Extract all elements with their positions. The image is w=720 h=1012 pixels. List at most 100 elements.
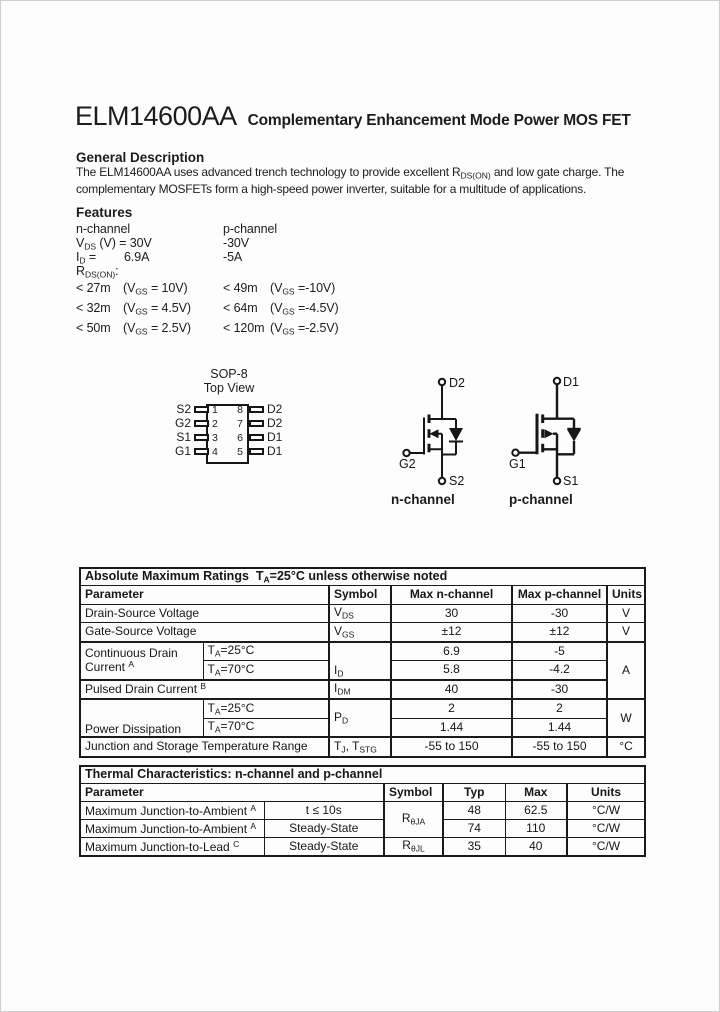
rdson-row: < 50m (VGS = 2.5V) < 120m (VGS =-2.5V) — [76, 318, 339, 338]
units-cell: °C/W — [565, 819, 646, 838]
table-header-row: Parameter Symbol Typ Max Units — [79, 783, 646, 802]
body-diode — [567, 430, 581, 442]
feature-line-vds: VDS (V) = 30V -30V — [76, 236, 339, 252]
terminal-label-source: S1 — [563, 474, 578, 488]
units-cell: °C — [605, 736, 646, 757]
general-description-heading: General Description — [76, 150, 205, 165]
terminal-label-gate: G1 — [509, 457, 526, 471]
header-symbol: Symbol — [328, 585, 392, 605]
terminal-label-gate: G2 — [399, 457, 416, 471]
n-channel-column-header: n-channel — [76, 222, 131, 236]
condition-cell: TA=25°C — [202, 698, 330, 719]
max-cell: 110 — [504, 819, 568, 838]
value-cell-p: 2 — [511, 698, 608, 719]
symbol-cell: TJ, TSTG — [328, 736, 392, 757]
description-text: and low gate charge. The complementary M… — [76, 165, 625, 196]
package-view-label: Top View — [203, 381, 255, 395]
pin-stub — [194, 420, 209, 427]
terminal-label-source: S2 — [449, 474, 464, 488]
param-cell: Continuous Drain Current A — [79, 640, 204, 680]
value-cell-p: -4.2 — [511, 660, 608, 680]
units-cell: °C/W — [565, 837, 646, 857]
param-cell: Maximum Junction-to-Ambient A — [79, 801, 265, 820]
value-cell-n: ±12 — [390, 622, 513, 642]
general-description-text: The ELM14600AA uses advanced trench tech… — [76, 165, 638, 197]
value-cell-n: 1.44 — [390, 717, 513, 738]
pin-label: D1 — [267, 444, 283, 458]
symbol-cell: PD — [328, 698, 392, 738]
param-cell: Gate-Source Voltage — [79, 622, 330, 642]
rdson-subscript: DS(ON) — [460, 170, 491, 181]
rdson-n-condition: (VGS = 2.5V) — [123, 321, 191, 337]
rdson-n-condition: (VGS = 10V) — [123, 281, 188, 297]
value-cell-p: 1.44 — [511, 717, 608, 738]
table-header-row: Parameter Symbol Max n-channel Max p-cha… — [79, 585, 646, 605]
features-heading: Features — [76, 205, 133, 220]
pin-number: 4 — [212, 446, 218, 458]
rdson-p-condition: (VGS =-10V) — [270, 281, 336, 297]
body-diode — [449, 428, 463, 441]
rdson-p-value: < 120m — [223, 321, 265, 335]
pin-label: D2 — [267, 402, 283, 416]
units-cell: V — [605, 622, 646, 642]
pin-label: G1 — [174, 444, 191, 458]
schematic-n-channel: D2 G2 S2 n-channel — [389, 371, 484, 511]
value-cell-p: -5 — [511, 640, 608, 661]
value-cell-n: 5.8 — [390, 660, 513, 680]
id-spec: ID = — [76, 250, 97, 266]
param-cell: Pulsed Drain Current B — [79, 678, 330, 700]
pin-number: 2 — [212, 418, 218, 430]
max-cell: 40 — [504, 837, 568, 857]
value-cell-p: -55 to 150 — [511, 736, 608, 757]
param-cell: Junction and Storage Temperature Range — [79, 736, 330, 757]
schematic-p-channel: D1 G1 S1 p-channel — [501, 371, 596, 511]
condition-cell: Steady-State — [263, 819, 385, 838]
channel-caption: n-channel — [391, 492, 455, 507]
value-cell-n: 2 — [390, 698, 513, 719]
symbol-cell: VGS — [328, 622, 392, 642]
header-typ: Typ — [442, 783, 506, 802]
channel-arrow — [429, 429, 439, 439]
units-cell: W — [605, 698, 646, 738]
pin-label: D2 — [267, 416, 283, 430]
units-cell: V — [605, 603, 646, 623]
header-max: Max — [504, 783, 568, 802]
vds-p-value: -30V — [223, 236, 250, 250]
pin-label: S1 — [176, 430, 191, 444]
symbol-cell: RθJL — [383, 837, 444, 857]
header-parameter: Parameter — [79, 783, 385, 802]
rdson-row: < 27m (VGS = 10V) < 49m (VGS =-10V) — [76, 278, 339, 298]
pin-stub — [249, 448, 264, 455]
param-cell: Drain-Source Voltage — [79, 603, 330, 623]
symbol-cell: IDM — [328, 678, 392, 700]
pin-stub — [249, 434, 264, 441]
table-row-pd-25c: Power Dissipation TA=25°C PD 2 2 W — [79, 698, 646, 738]
header-max-p-channel: Max p-channel — [511, 585, 608, 605]
terminal-label-drain: D2 — [449, 376, 465, 390]
rdson-p-condition: (VGS =-4.5V) — [270, 301, 339, 317]
value-cell-p: ±12 — [511, 622, 608, 642]
header-symbol: Symbol — [383, 783, 444, 802]
page-title: ELM14600AA — [75, 101, 237, 131]
table-title: Absolute Maximum Ratings TA=25°C unless … — [79, 567, 646, 586]
table-row-rja-pulse: Maximum Junction-to-Ambient A t ≤ 10s Rθ… — [79, 801, 646, 838]
table-title-row: Absolute Maximum Ratings TA=25°C unless … — [79, 567, 646, 586]
feature-line-rdson: RDS(ON): — [76, 264, 339, 280]
value-cell-n: 40 — [390, 678, 513, 700]
table-row-vds: Drain-Source Voltage VDS 30 -30 V — [79, 603, 646, 623]
symbol-cell: VDS — [328, 603, 392, 623]
table-title-row: Thermal Characteristics: n-channel and p… — [79, 765, 646, 784]
rdson-row: < 32m (VGS = 4.5V) < 64m (VGS =-4.5V) — [76, 298, 339, 318]
table-row-pd-70c: TA=70°C 1.44 1.44 — [80, 717, 645, 738]
condition-cell: TA=70°C — [202, 717, 330, 738]
param-cell: Power Dissipation — [79, 698, 204, 738]
id-p-value: -5A — [223, 250, 243, 264]
feature-line-id: ID = 6.9A -5A — [76, 250, 339, 266]
value-cell-n: 30 — [390, 603, 513, 623]
symbol-cell: ID — [328, 640, 392, 680]
rdson-label: RDS(ON): — [76, 264, 119, 280]
max-cell: 62.5 — [504, 801, 568, 820]
rdson-n-value: < 27m — [76, 281, 111, 295]
table-row-id-25c: Continuous Drain Current A TA=25°C ID 6.… — [79, 640, 646, 700]
header-units: Units — [605, 585, 646, 605]
